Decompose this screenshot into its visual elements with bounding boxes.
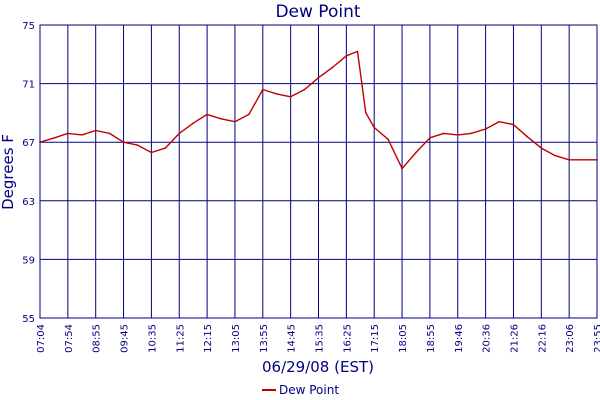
data-point bbox=[53, 137, 56, 139]
x-tick-label: 19:46 bbox=[454, 324, 465, 353]
x-tick-label: 07:04 bbox=[36, 324, 47, 353]
legend: Dew Point bbox=[262, 383, 339, 397]
data-point bbox=[262, 88, 264, 91]
x-tick-label: 20:36 bbox=[482, 324, 493, 353]
data-point bbox=[484, 128, 487, 130]
y-tick-label: 71 bbox=[22, 80, 35, 91]
x-tick-labels: 07:04 07:54 08:55 09:45 10:35 11:25 12:15 13:05… bbox=[36, 324, 600, 353]
data-point bbox=[248, 113, 250, 116]
plot-frame bbox=[39, 24, 598, 319]
data-point bbox=[67, 132, 69, 135]
data-point bbox=[192, 122, 194, 124]
y-tick-label: 75 bbox=[22, 21, 35, 32]
data-point bbox=[331, 66, 334, 69]
data-point bbox=[540, 147, 543, 149]
data-point bbox=[275, 93, 278, 95]
data-point bbox=[122, 141, 125, 143]
data-point bbox=[429, 137, 431, 139]
x-tick-label: 07:54 bbox=[64, 324, 75, 353]
data-point bbox=[303, 88, 306, 91]
data-point bbox=[234, 120, 236, 123]
data-point bbox=[387, 138, 389, 141]
data-point bbox=[206, 113, 208, 116]
data-point bbox=[289, 95, 292, 98]
data-point bbox=[498, 120, 500, 123]
x-tick-label: 23:06 bbox=[565, 324, 576, 353]
data-point bbox=[373, 126, 376, 129]
data-point bbox=[136, 144, 139, 146]
y-tick-label: 63 bbox=[22, 197, 35, 208]
data-point bbox=[415, 151, 417, 154]
x-tick-label: 13:05 bbox=[231, 324, 242, 353]
data-point bbox=[456, 134, 459, 136]
data-point bbox=[220, 117, 222, 120]
y-tick-labels: 55 59 63 67 71 75 bbox=[22, 21, 35, 325]
x-tick-label: 08:55 bbox=[92, 324, 103, 353]
x-tick-label: 21:26 bbox=[509, 324, 520, 353]
data-point bbox=[356, 50, 359, 53]
data-point bbox=[94, 129, 97, 132]
x-tick-label: 18:05 bbox=[398, 324, 409, 353]
y-axis-label: Degrees F bbox=[0, 134, 17, 210]
data-point bbox=[81, 134, 83, 136]
x-tick-label: 09:45 bbox=[120, 324, 131, 353]
y-tick-label: 55 bbox=[22, 314, 35, 325]
data-point bbox=[512, 123, 515, 126]
x-tick-label: 14:45 bbox=[287, 324, 298, 353]
x-tick-label: 18:55 bbox=[426, 324, 437, 353]
x-tick-label: 12:15 bbox=[203, 324, 214, 353]
series-line bbox=[39, 50, 597, 170]
x-tick-label: 15:35 bbox=[315, 324, 326, 353]
data-point bbox=[365, 112, 367, 114]
data-point bbox=[553, 154, 556, 157]
x-axis-label: 06/29/08 (EST) bbox=[262, 358, 374, 376]
data-point bbox=[401, 167, 403, 170]
data-point bbox=[470, 132, 472, 135]
data-point bbox=[178, 132, 181, 135]
x-tick-label: 23:55 bbox=[593, 324, 600, 353]
x-tick-label: 22:16 bbox=[537, 324, 548, 353]
grid-lines bbox=[39, 24, 598, 319]
x-tick-label: 11:25 bbox=[175, 324, 186, 353]
x-tick-label: 16:25 bbox=[342, 324, 353, 353]
series-layer bbox=[39, 50, 598, 170]
data-point bbox=[150, 151, 153, 154]
data-point bbox=[568, 158, 570, 161]
data-point bbox=[317, 76, 320, 79]
y-tick-label: 67 bbox=[22, 138, 35, 149]
x-tick-label: 17:15 bbox=[370, 324, 381, 353]
legend-label: Dew Point bbox=[279, 383, 339, 397]
data-point bbox=[442, 132, 445, 135]
data-point bbox=[164, 147, 167, 149]
data-point bbox=[581, 158, 584, 161]
y-tick-label: 59 bbox=[22, 255, 35, 266]
data-point bbox=[345, 54, 348, 57]
x-tick-label: 13:55 bbox=[259, 324, 270, 353]
data-point bbox=[108, 132, 111, 135]
data-point bbox=[526, 135, 528, 138]
x-tick-label: 10:35 bbox=[147, 324, 158, 353]
chart-title: Dew Point bbox=[275, 2, 360, 22]
